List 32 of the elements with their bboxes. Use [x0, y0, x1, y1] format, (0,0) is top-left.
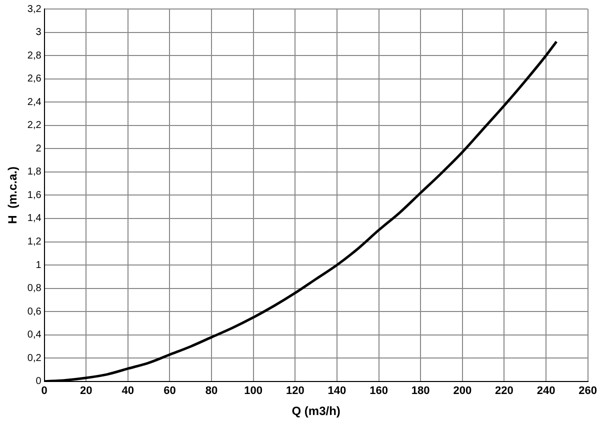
- x-tick-label: 240: [536, 385, 556, 398]
- y-axis-title: H (m.c.a.): [6, 166, 20, 224]
- x-axis-title: Q (m3/h): [292, 404, 340, 418]
- y-tick-label: 1: [36, 260, 42, 271]
- x-tick-label: 60: [164, 385, 176, 398]
- y-tick-label: 1,8: [27, 166, 42, 178]
- y-tick-label: 2,2: [27, 120, 42, 132]
- y-tick-label: 0: [36, 376, 42, 388]
- x-tick-label: 20: [80, 385, 92, 398]
- y-tick-label: 1,6: [27, 190, 42, 201]
- y-tick-label: 0,2: [27, 352, 42, 364]
- x-tick-label: 40: [122, 385, 134, 398]
- y-tick-label: 1,2: [27, 236, 42, 248]
- x-tick-label: 80: [205, 385, 218, 398]
- x-tick-label: 220: [495, 385, 514, 398]
- x-tick-label: 140: [328, 385, 346, 398]
- x-tick-label: 160: [370, 385, 388, 398]
- y-tick-label: 2,6: [27, 74, 42, 85]
- x-tick-label: 180: [411, 385, 430, 398]
- x-tick-label: 200: [453, 385, 472, 398]
- y-tick-label: 0,6: [27, 306, 42, 318]
- y-tick-label: 3: [36, 27, 42, 38]
- y-tick-label: 0,8: [27, 283, 42, 294]
- y-tick-label: 3,2: [27, 4, 42, 15]
- y-tick-label: 0,4: [27, 330, 42, 341]
- x-tick-label: 260: [578, 385, 598, 398]
- y-tick-label: 2,4: [27, 96, 42, 108]
- y-tick-label: 2,8: [27, 50, 42, 62]
- x-tick-label: 120: [286, 385, 304, 398]
- x-tick-label: 100: [244, 385, 263, 398]
- y-tick-label: 1,4: [27, 213, 42, 224]
- y-tick-label: 2: [36, 143, 42, 154]
